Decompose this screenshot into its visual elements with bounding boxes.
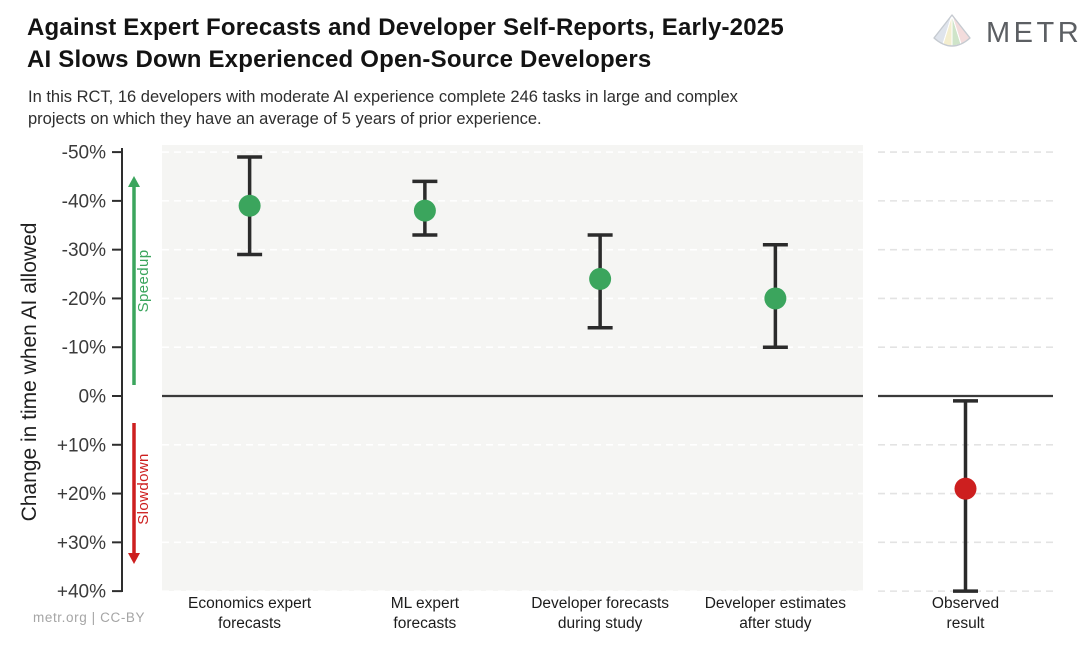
y-axis-label: Change in time when AI allowed: [18, 223, 41, 522]
y-tick-label: -20%: [62, 289, 106, 310]
chart-subtitle: In this RCT, 16 developers with moderate…: [28, 86, 738, 130]
data-point: [954, 477, 977, 500]
speedup-label: Speedup: [135, 250, 152, 313]
y-tick-label: -50%: [62, 143, 106, 164]
data-point: [589, 267, 612, 290]
category-label: Developer forecasts: [531, 595, 669, 612]
y-tick-label: 0%: [79, 387, 107, 408]
data-point: [238, 194, 261, 217]
category-label: after study: [739, 615, 812, 632]
credit-text: metr.org | CC-BY: [33, 610, 146, 625]
y-tick-label: -10%: [62, 338, 106, 359]
metr-cone-icon: [933, 14, 971, 47]
slowdown-label: Slowdown: [135, 453, 152, 525]
title-line-2: AI Slows Down Experienced Open-Source De…: [27, 46, 652, 73]
metr-wordmark: METR: [986, 16, 1080, 49]
category-label: Developer estimates: [705, 595, 847, 612]
y-tick-label: +40%: [57, 582, 106, 603]
slowdown-arrow-icon-head: [128, 553, 140, 564]
page-title: Against Expert Forecasts and Developer S…: [27, 12, 784, 76]
y-tick-label: -40%: [62, 191, 106, 212]
subtitle-line-2: projects on which they have an average o…: [28, 110, 542, 128]
series-item: ML expert forecasts: [391, 179, 460, 632]
category-label: ML expert: [391, 595, 460, 612]
category-label: forecasts: [218, 615, 281, 632]
y-tick-label: -30%: [62, 240, 106, 261]
category-label: result: [947, 615, 986, 632]
category-label: Observed: [932, 595, 999, 612]
data-point: [413, 199, 436, 222]
data-point: [764, 287, 787, 310]
series-item: Developer forecasts during study: [531, 233, 669, 632]
category-label: Economics expert: [188, 595, 312, 612]
category-label: forecasts: [393, 615, 456, 632]
y-tick-label: +30%: [57, 533, 106, 554]
speedup-arrow-icon-head: [128, 176, 140, 187]
series-item: Observed result: [932, 399, 999, 632]
plot-panel-0: [162, 145, 863, 591]
metr-logo: METR: [930, 13, 1080, 53]
y-tick-label: +20%: [57, 484, 106, 505]
category-label: during study: [558, 615, 643, 632]
series-item: Economics expert forecasts: [188, 155, 312, 632]
series-item: Developer estimates after study: [705, 243, 847, 632]
subtitle-line-1: In this RCT, 16 developers with moderate…: [28, 88, 738, 106]
title-line-1: Against Expert Forecasts and Developer S…: [27, 14, 784, 41]
y-tick-label: +10%: [57, 435, 106, 456]
